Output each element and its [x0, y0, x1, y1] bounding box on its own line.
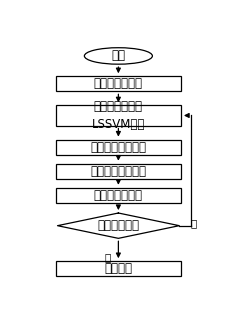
- Bar: [56, 188, 181, 203]
- Text: 更新速度及位置: 更新速度及位置: [94, 189, 143, 202]
- Ellipse shape: [84, 48, 152, 64]
- Bar: [56, 164, 181, 179]
- Bar: [56, 261, 181, 276]
- Text: 计算自适应权重值: 计算自适应权重值: [90, 140, 146, 154]
- Text: 是: 是: [104, 252, 111, 262]
- Bar: [56, 105, 181, 126]
- Polygon shape: [58, 213, 179, 238]
- Text: 停止条件判断: 停止条件判断: [97, 219, 139, 232]
- Text: 初始化粒子群及
LSSVM参数: 初始化粒子群及 LSSVM参数: [92, 100, 145, 131]
- Text: 计算并比较适应度: 计算并比较适应度: [90, 165, 146, 178]
- Bar: [56, 76, 181, 91]
- Bar: [56, 139, 181, 155]
- Text: 否: 否: [190, 218, 197, 228]
- Text: 开始: 开始: [111, 49, 125, 63]
- Text: 归一化后的数据: 归一化后的数据: [94, 77, 143, 90]
- Text: 输出结果: 输出结果: [104, 262, 132, 275]
